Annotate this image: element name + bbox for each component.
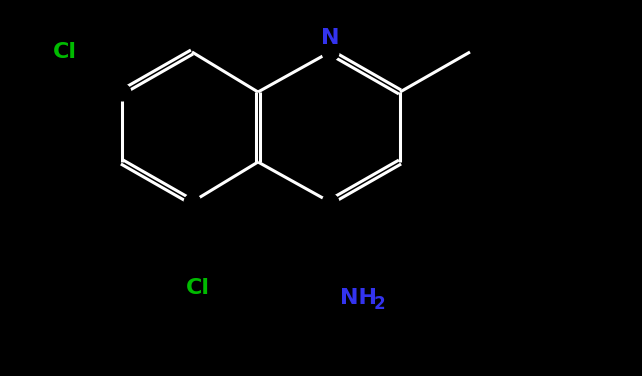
Text: NH: NH	[340, 288, 376, 308]
Text: 2: 2	[374, 295, 385, 313]
Text: Cl: Cl	[186, 278, 210, 298]
Text: Cl: Cl	[53, 42, 77, 62]
Text: N: N	[321, 28, 339, 48]
